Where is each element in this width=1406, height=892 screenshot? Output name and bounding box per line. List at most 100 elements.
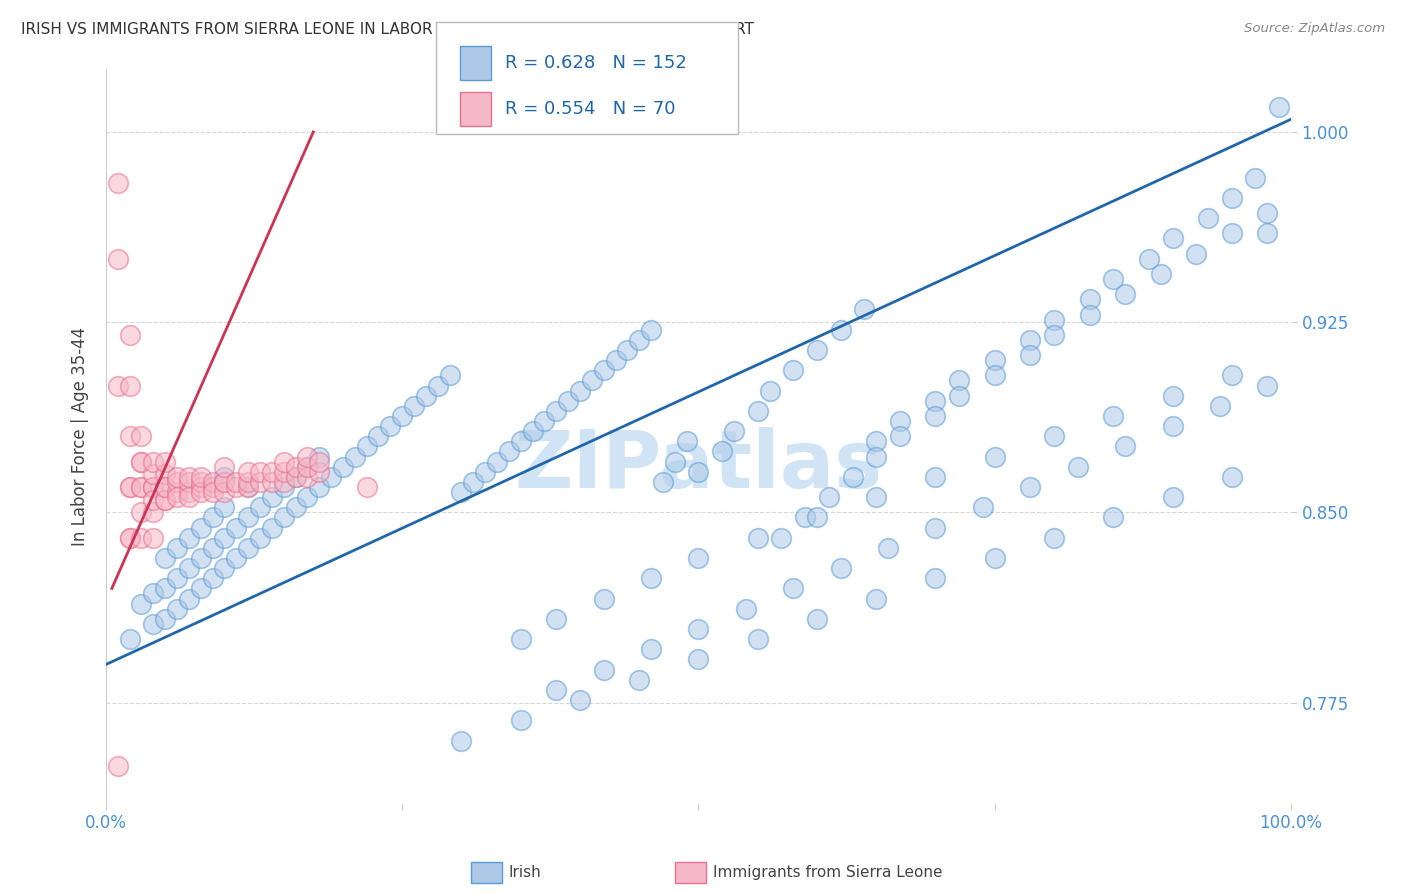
Point <box>249 531 271 545</box>
Point <box>284 459 307 474</box>
Point <box>568 384 591 398</box>
Point <box>581 374 603 388</box>
Point <box>273 455 295 469</box>
Point <box>747 531 769 545</box>
Point <box>236 475 259 489</box>
Point <box>214 475 236 489</box>
Point <box>297 470 319 484</box>
Point <box>107 176 129 190</box>
Point <box>236 541 259 555</box>
Point <box>498 444 520 458</box>
Point <box>924 470 946 484</box>
Point <box>1256 378 1278 392</box>
Point <box>153 467 176 482</box>
Point <box>214 470 236 484</box>
Point <box>190 480 212 494</box>
Point <box>273 480 295 494</box>
Point <box>236 480 259 494</box>
Point <box>1114 439 1136 453</box>
Point <box>225 480 247 494</box>
Point <box>782 582 804 596</box>
Point <box>830 561 852 575</box>
Text: R = 0.628   N = 152: R = 0.628 N = 152 <box>505 54 686 71</box>
Point <box>284 470 307 484</box>
Point <box>948 389 970 403</box>
Point <box>142 531 165 545</box>
Point <box>177 470 200 484</box>
Point <box>201 571 224 585</box>
Point <box>984 450 1007 464</box>
Point <box>201 485 224 500</box>
Point <box>1161 389 1184 403</box>
Point <box>177 591 200 606</box>
Point <box>190 582 212 596</box>
Point <box>153 492 176 507</box>
Point <box>865 591 887 606</box>
Point <box>1161 490 1184 504</box>
Point <box>782 363 804 377</box>
Point <box>107 759 129 773</box>
Point <box>747 632 769 647</box>
Point <box>889 414 911 428</box>
Point <box>343 450 366 464</box>
Point <box>142 505 165 519</box>
Point <box>166 541 188 555</box>
Point <box>830 323 852 337</box>
Point <box>236 480 259 494</box>
Point <box>651 475 673 489</box>
Point <box>522 424 544 438</box>
Point <box>153 492 176 507</box>
Point <box>166 571 188 585</box>
Point <box>1220 191 1243 205</box>
Point <box>1102 409 1125 423</box>
Point <box>509 714 531 728</box>
Point <box>214 475 236 489</box>
Point <box>1067 459 1090 474</box>
Point <box>628 673 651 687</box>
Point <box>260 490 283 504</box>
Point <box>214 459 236 474</box>
Point <box>107 378 129 392</box>
Point <box>177 475 200 489</box>
Point <box>177 531 200 545</box>
Point <box>1150 267 1173 281</box>
Point <box>319 470 342 484</box>
Point <box>984 353 1007 368</box>
Point <box>770 531 793 545</box>
Point <box>688 622 710 636</box>
Point <box>1220 368 1243 383</box>
Point <box>568 693 591 707</box>
Point <box>225 520 247 534</box>
Point <box>225 475 247 489</box>
Point <box>628 333 651 347</box>
Text: Source: ZipAtlas.com: Source: ZipAtlas.com <box>1244 22 1385 36</box>
Point <box>190 485 212 500</box>
Point <box>166 475 188 489</box>
Point <box>308 465 330 479</box>
Point <box>260 520 283 534</box>
Point <box>1185 246 1208 260</box>
Point <box>142 455 165 469</box>
Point <box>284 500 307 515</box>
Point <box>177 561 200 575</box>
Point <box>1043 429 1066 443</box>
Text: R = 0.554   N = 70: R = 0.554 N = 70 <box>505 100 675 118</box>
Point <box>1256 206 1278 220</box>
Text: ZIPatlas: ZIPatlas <box>515 426 883 505</box>
Point <box>1019 480 1042 494</box>
Point <box>118 327 141 342</box>
Point <box>166 490 188 504</box>
Point <box>1102 510 1125 524</box>
Point <box>485 455 508 469</box>
Point <box>546 682 568 697</box>
Text: IRISH VS IMMIGRANTS FROM SIERRA LEONE IN LABOR FORCE | AGE 35-44 CORRELATION CHA: IRISH VS IMMIGRANTS FROM SIERRA LEONE IN… <box>21 22 754 38</box>
Point <box>1197 211 1219 226</box>
Point <box>415 389 437 403</box>
Point <box>332 459 354 474</box>
Point <box>284 470 307 484</box>
Point <box>131 429 153 443</box>
Point <box>380 419 402 434</box>
Point <box>190 551 212 566</box>
Point <box>747 404 769 418</box>
Point <box>865 490 887 504</box>
